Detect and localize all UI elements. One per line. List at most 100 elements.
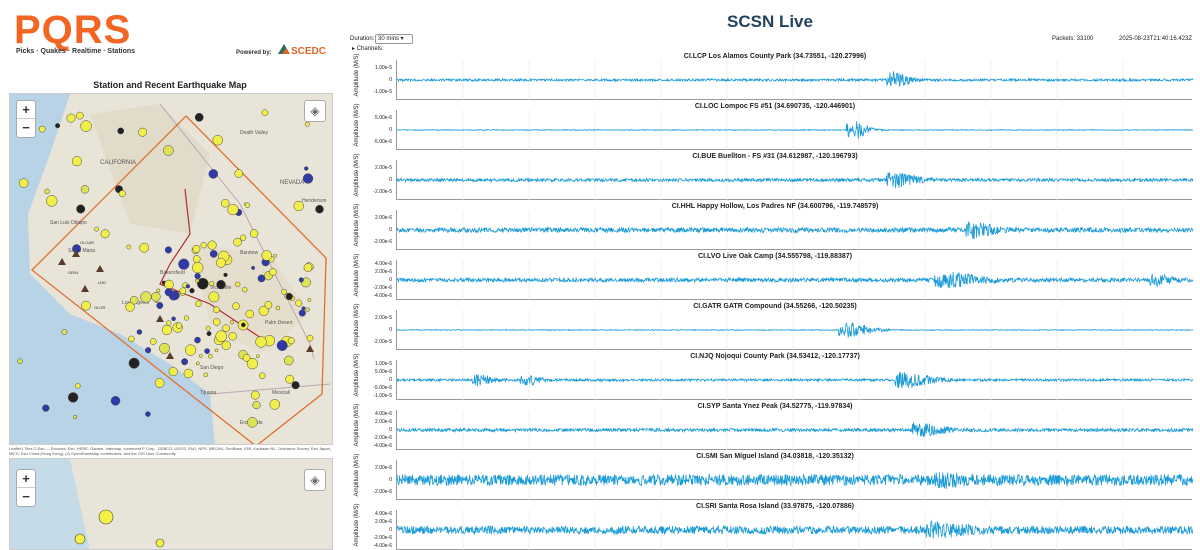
earthquake-marker[interactable]	[42, 404, 50, 412]
earthquake-marker[interactable]	[139, 242, 150, 253]
earthquake-marker[interactable]	[259, 372, 266, 379]
earthquake-marker[interactable]	[269, 399, 281, 410]
earthquake-marker[interactable]	[214, 348, 219, 353]
station-marker-icon[interactable]	[81, 285, 89, 292]
earthquake-marker[interactable]	[184, 344, 197, 356]
earthquake-marker[interactable]	[245, 309, 254, 319]
earthquake-marker[interactable]	[216, 279, 226, 290]
station-map[interactable]: CALIFORNIA NEVADA Santa Maria Los Angeles Sa…	[9, 93, 333, 445]
earthquake-marker[interactable]	[38, 125, 46, 133]
earthquake-marker[interactable]	[215, 330, 227, 342]
plot-area[interactable]	[396, 260, 1193, 300]
layers-icon[interactable]: ◈	[304, 100, 326, 122]
earthquake-marker[interactable]	[241, 322, 246, 328]
earthquake-marker[interactable]	[100, 229, 110, 239]
earthquake-marker[interactable]	[80, 120, 92, 132]
earthquake-marker[interactable]	[212, 134, 224, 146]
earthquake-marker[interactable]	[80, 185, 90, 194]
earthquake-marker[interactable]	[183, 368, 194, 379]
earthquake-marker[interactable]	[234, 281, 241, 288]
earthquake-marker[interactable]	[145, 411, 151, 417]
earthquake-marker[interactable]	[250, 390, 260, 400]
station-marker-icon[interactable]	[166, 352, 174, 359]
earthquake-marker[interactable]	[302, 173, 314, 184]
earthquake-marker[interactable]	[205, 325, 211, 331]
earthquake-marker[interactable]	[154, 378, 165, 388]
earthquake-marker[interactable]	[232, 302, 240, 310]
seismogram-plot[interactable]: CI.SYP Santa Ynez Peak (34.52775, -119.9…	[350, 400, 1200, 450]
earthquake-marker[interactable]	[298, 277, 304, 283]
map-attribution[interactable]: Leaflet | Tiles © Esri — Sources: Esri, …	[9, 446, 331, 456]
seismogram-plot[interactable]: CI.LCP Los Alamos County Park (34.73551,…	[350, 50, 1200, 100]
plot-area[interactable]	[396, 60, 1193, 100]
earthquake-marker[interactable]	[128, 335, 135, 343]
earthquake-marker[interactable]	[197, 277, 209, 290]
earthquake-marker[interactable]	[258, 305, 269, 316]
earthquake-marker[interactable]	[315, 204, 324, 214]
earthquake-marker[interactable]	[275, 305, 281, 311]
earthquake-marker[interactable]	[45, 195, 58, 207]
earthquake-marker[interactable]	[251, 265, 256, 270]
earthquake-marker[interactable]	[192, 261, 204, 274]
earthquake-marker[interactable]	[287, 337, 295, 345]
seismogram-plot[interactable]: CI.SMI San Miguel Island (34.03818, -120…	[350, 450, 1200, 500]
station-marker-icon[interactable]	[156, 315, 164, 322]
earthquake-marker[interactable]	[73, 414, 78, 419]
plot-area[interactable]	[396, 210, 1193, 250]
earthquake-marker[interactable]	[175, 322, 183, 329]
earthquake-marker[interactable]	[129, 295, 139, 305]
earthquake-marker[interactable]	[156, 288, 161, 293]
earthquake-marker[interactable]	[126, 244, 132, 250]
earthquake-marker[interactable]	[183, 315, 190, 321]
earthquake-marker[interactable]	[117, 127, 125, 135]
earthquake-marker[interactable]	[168, 367, 178, 377]
earthquake-marker[interactable]	[261, 250, 272, 261]
earthquake-marker[interactable]	[208, 169, 219, 179]
earthquake-marker[interactable]	[138, 127, 148, 137]
plot-area[interactable]	[396, 410, 1193, 450]
earthquake-marker[interactable]	[208, 354, 213, 359]
earthquake-marker[interactable]	[298, 309, 306, 317]
earthquake-marker[interactable]	[194, 112, 204, 122]
zoom-out-button[interactable]: −	[22, 120, 30, 135]
earthquake-marker[interactable]	[149, 338, 157, 345]
plot-area[interactable]	[396, 460, 1193, 500]
earthquake-marker[interactable]	[178, 258, 190, 270]
duration-select[interactable]: 30 mins ▾	[375, 34, 413, 44]
earthquake-marker[interactable]	[136, 329, 143, 335]
earthquake-marker[interactable]	[303, 263, 313, 272]
earthquake-marker[interactable]	[276, 340, 288, 351]
earthquake-marker[interactable]	[233, 237, 242, 247]
earthquake-marker[interactable]	[244, 202, 251, 208]
seismogram-plot[interactable]: CI.BUE Buellton - FS #31 (34.612987, -12…	[350, 150, 1200, 200]
world-layers-icon[interactable]: ◈	[304, 469, 326, 491]
earthquake-marker[interactable]	[255, 336, 267, 348]
earthquake-marker[interactable]	[212, 318, 221, 326]
earthquake-marker[interactable]	[220, 198, 230, 208]
earthquake-marker[interactable]	[181, 358, 189, 366]
earthquake-marker[interactable]	[192, 244, 201, 253]
seismogram-plot[interactable]: CI.GATR GATR Compound (34.55266, -120.50…	[350, 300, 1200, 350]
earthquake-marker[interactable]	[185, 284, 191, 289]
earthquake-marker[interactable]	[255, 354, 260, 359]
earthquake-marker[interactable]	[304, 121, 310, 127]
earthquake-marker[interactable]	[283, 355, 294, 366]
earthquake-marker[interactable]	[44, 188, 50, 195]
earthquake-marker[interactable]	[195, 361, 200, 366]
earthquake-marker[interactable]	[273, 253, 277, 258]
earthquake-marker[interactable]	[145, 347, 152, 354]
station-marker-icon[interactable]	[72, 250, 80, 257]
earthquake-marker[interactable]	[118, 190, 126, 198]
earthquake-marker[interactable]	[304, 166, 309, 171]
pqrs-logo[interactable]: PQRS	[14, 8, 132, 52]
earthquake-marker[interactable]	[307, 298, 312, 302]
earthquake-marker[interactable]	[246, 357, 259, 370]
earthquake-marker[interactable]	[55, 123, 61, 129]
earthquake-marker[interactable]	[198, 354, 203, 358]
station-marker-icon[interactable]	[58, 258, 66, 265]
seismogram-plot[interactable]: CI.NJQ Nojoqui County Park (34.53412, -1…	[350, 350, 1200, 400]
earthquake-marker[interactable]	[239, 234, 247, 241]
world-map-canvas[interactable]	[10, 459, 333, 550]
earthquake-marker[interactable]	[81, 300, 91, 311]
earthquake-marker[interactable]	[128, 357, 140, 369]
